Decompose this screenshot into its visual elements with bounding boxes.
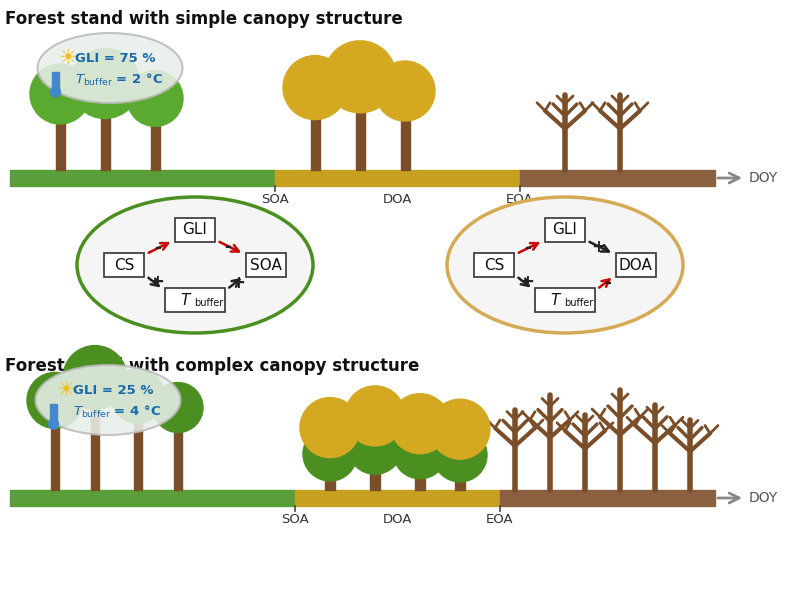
Text: GLI = 25 %: GLI = 25 % [73,383,154,397]
Circle shape [430,399,490,459]
Text: Forest stand with complex canopy structure: Forest stand with complex canopy structu… [5,357,419,375]
Text: SOA: SOA [281,513,309,526]
Circle shape [393,425,447,479]
FancyBboxPatch shape [165,288,225,313]
Circle shape [433,428,487,482]
Text: DOA: DOA [619,257,653,272]
Ellipse shape [77,197,313,333]
Circle shape [70,49,140,118]
Circle shape [30,64,90,124]
Text: ☀: ☀ [58,48,77,68]
FancyBboxPatch shape [535,288,595,313]
Text: buffer: buffer [564,298,594,308]
Polygon shape [520,170,715,186]
Polygon shape [355,102,365,170]
Polygon shape [174,425,182,490]
Text: EOA: EOA [486,513,514,526]
Text: DOY: DOY [749,171,778,185]
Text: -: - [524,239,530,257]
Text: CS: CS [484,257,504,272]
Ellipse shape [35,365,181,435]
Circle shape [49,419,58,429]
Circle shape [303,427,357,481]
Polygon shape [310,110,319,170]
Polygon shape [101,108,110,170]
Text: Forest stand with simple canopy structure: Forest stand with simple canopy structur… [5,10,402,28]
Text: -: - [225,237,231,255]
Circle shape [390,394,450,454]
Circle shape [283,56,347,120]
Text: GLI: GLI [182,222,207,237]
FancyBboxPatch shape [175,218,215,242]
Polygon shape [455,412,465,490]
Text: DOA: DOA [382,513,412,526]
Text: $T$: $T$ [550,292,562,308]
Text: ☀: ☀ [56,380,74,400]
Circle shape [300,398,360,457]
Polygon shape [370,395,380,490]
Polygon shape [51,420,59,490]
Text: +: + [231,275,245,292]
Polygon shape [295,490,500,506]
Text: +: + [150,273,164,291]
Circle shape [127,70,183,126]
Text: -: - [154,239,161,257]
Circle shape [153,382,203,433]
Text: $T$: $T$ [180,292,192,308]
Polygon shape [134,415,142,490]
Polygon shape [415,405,425,490]
FancyBboxPatch shape [104,253,144,277]
Text: buffer: buffer [194,298,223,308]
Circle shape [27,373,83,429]
Polygon shape [10,490,295,506]
Text: SOA: SOA [250,257,282,272]
Text: $T_{\mathrm{buffer}}$ = 4 °C: $T_{\mathrm{buffer}}$ = 4 °C [73,404,161,420]
Text: GLI: GLI [553,222,578,237]
FancyBboxPatch shape [474,253,514,277]
Text: -: - [605,275,611,292]
Bar [50,404,57,422]
Text: $T_{\mathrm{buffer}}$ = 2 °C: $T_{\mathrm{buffer}}$ = 2 °C [75,72,163,88]
Circle shape [111,369,165,423]
Polygon shape [55,115,65,170]
Circle shape [63,346,127,410]
Circle shape [345,386,405,446]
Polygon shape [150,118,159,170]
Polygon shape [325,410,335,490]
Text: +: + [591,237,605,255]
Ellipse shape [447,197,683,333]
Text: DOY: DOY [749,491,778,505]
FancyBboxPatch shape [616,253,656,277]
Polygon shape [91,400,99,490]
Text: +: + [520,273,534,291]
Polygon shape [275,170,520,186]
FancyBboxPatch shape [246,253,286,277]
Circle shape [348,420,402,474]
Polygon shape [500,490,715,506]
Text: CS: CS [114,257,134,272]
Polygon shape [10,170,275,186]
Polygon shape [401,112,410,170]
Text: EOA: EOA [506,193,534,206]
Circle shape [375,61,435,121]
Text: GLI = 75 %: GLI = 75 % [75,52,155,64]
Ellipse shape [38,33,182,103]
FancyBboxPatch shape [545,218,585,242]
Text: SOA: SOA [261,193,289,206]
Circle shape [324,41,396,113]
Bar [52,72,59,90]
Circle shape [50,87,61,97]
Text: DOA: DOA [382,193,412,206]
